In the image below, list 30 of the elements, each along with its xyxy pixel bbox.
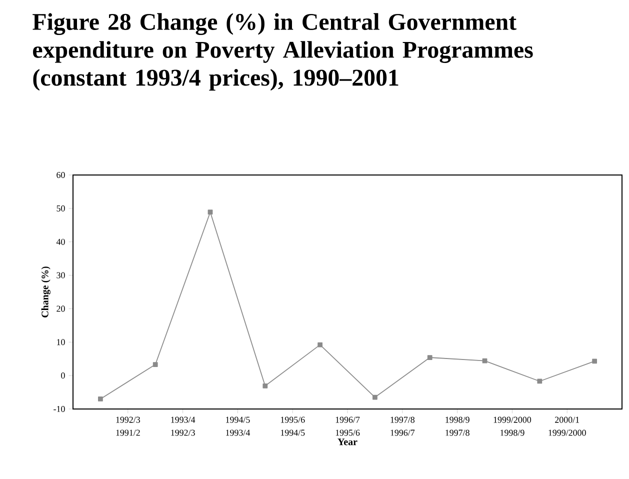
- text: 1996/7 1995/6: [336, 416, 360, 436]
- y-tick-label: 40: [56, 238, 65, 245]
- chart-title: Figure 28 Change (%) in Central Government expenditure on Poverty Alleviation Programmes (constant 1993/4 prices), 1990–2001: [32, 13, 533, 91]
- point: [427, 355, 432, 360]
- text: 1993/4 1992/3: [171, 416, 196, 436]
- point: [592, 358, 597, 364]
- text: 1998/9 1997/8: [446, 416, 470, 436]
- text: 1992/3 1991/2: [116, 416, 140, 436]
- point: [372, 394, 378, 400]
- point: [98, 396, 103, 402]
- point: [262, 383, 268, 388]
- y-axis-title: Change (%): [41, 266, 50, 318]
- x-axis-title: Year: [338, 438, 358, 446]
- y-tick-label: 20: [56, 306, 65, 312]
- y-tick-label: -10: [54, 406, 65, 412]
- point: [152, 362, 158, 367]
- text: 1994/5 1993/4: [226, 416, 250, 436]
- text: 1995/6 1994/5: [280, 416, 305, 436]
- point: [537, 378, 542, 384]
- point: [482, 358, 488, 364]
- point: [208, 210, 213, 215]
- y-tick-label: 0: [61, 372, 65, 379]
- text: 2000/1 1999/2000: [548, 416, 586, 436]
- y-tick-label: 60: [56, 172, 65, 178]
- text: 1999/2000 1998/9: [494, 416, 532, 436]
- y-tick-label: 30: [56, 272, 65, 278]
- point: [318, 342, 322, 348]
- y-tick-label: 10: [57, 339, 65, 346]
- text: 1997/8 1996/7: [390, 416, 415, 436]
- y-tick-label: 50: [56, 205, 65, 212]
